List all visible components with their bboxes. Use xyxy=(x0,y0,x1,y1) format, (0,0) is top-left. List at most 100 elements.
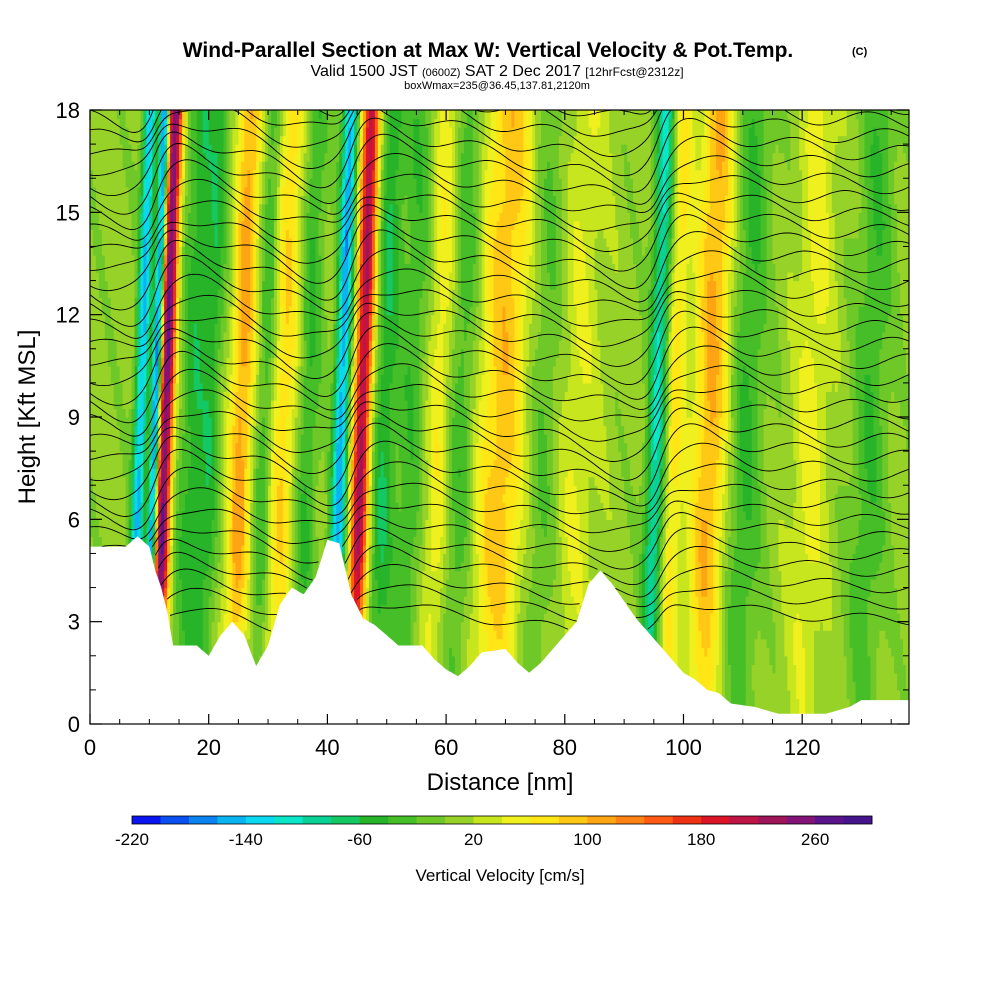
velocity-cell xyxy=(187,195,192,205)
velocity-cell xyxy=(140,519,145,529)
velocity-cell xyxy=(259,152,263,162)
velocity-cell xyxy=(291,408,296,418)
velocity-cell xyxy=(155,212,159,222)
velocity-cell xyxy=(155,510,159,520)
velocity-cell xyxy=(134,510,139,520)
velocity-cell xyxy=(279,340,284,350)
velocity-cell xyxy=(199,613,204,623)
velocity-cell xyxy=(273,272,278,282)
velocity-cell xyxy=(276,382,281,393)
velocity-cell xyxy=(220,485,225,495)
velocity-cell xyxy=(170,118,174,128)
velocity-cell xyxy=(214,246,219,256)
velocity-cell xyxy=(271,570,275,580)
velocity-cell xyxy=(181,502,186,512)
velocity-cell xyxy=(161,417,165,427)
velocity-cell xyxy=(143,297,147,307)
velocity-cell xyxy=(131,451,136,461)
velocity-cell xyxy=(176,220,180,230)
velocity-cell xyxy=(291,161,296,171)
velocity-cell xyxy=(217,425,222,435)
velocity-cell xyxy=(95,220,100,230)
velocity-cell xyxy=(271,425,275,435)
velocity-cell xyxy=(276,468,281,478)
velocity-cell xyxy=(226,527,231,537)
velocity-cell xyxy=(226,570,231,580)
velocity-cell xyxy=(226,280,231,290)
velocity-cell xyxy=(253,604,257,614)
velocity-cell xyxy=(193,254,198,265)
velocity-cell xyxy=(199,246,204,256)
velocity-cell xyxy=(184,229,189,239)
velocity-cell xyxy=(205,212,210,222)
velocity-cell xyxy=(104,246,109,256)
velocity-cell xyxy=(107,297,112,307)
velocity-cell xyxy=(285,451,290,461)
velocity-cell xyxy=(214,212,219,222)
velocity-cell xyxy=(288,527,293,537)
velocity-cell xyxy=(238,110,242,120)
velocity-cell xyxy=(190,374,195,384)
velocity-cell xyxy=(256,579,260,589)
velocity-cell xyxy=(122,280,127,290)
velocity-cell xyxy=(131,468,136,478)
velocity-cell xyxy=(128,331,133,341)
velocity-cell xyxy=(143,442,147,452)
velocity-cell xyxy=(184,417,189,427)
velocity-cell xyxy=(294,536,299,546)
velocity-cell xyxy=(146,144,150,154)
velocity-cell xyxy=(235,613,239,623)
velocity-cell xyxy=(122,306,127,316)
velocity-cell xyxy=(202,374,207,384)
velocity-cell xyxy=(220,178,225,188)
velocity-cell xyxy=(241,135,245,145)
velocity-cell xyxy=(232,468,236,478)
velocity-cell xyxy=(271,289,275,299)
velocity-cell xyxy=(173,263,177,273)
velocity-cell xyxy=(196,442,201,452)
velocity-cell xyxy=(110,306,115,316)
velocity-cell xyxy=(190,621,195,631)
velocity-cell xyxy=(131,263,136,273)
velocity-cell xyxy=(205,135,210,145)
velocity-cell xyxy=(226,161,231,171)
velocity-cell xyxy=(232,587,236,597)
velocity-cell xyxy=(164,272,168,282)
velocity-cell xyxy=(244,323,248,333)
velocity-cell xyxy=(170,425,174,435)
velocity-cell xyxy=(232,229,236,239)
velocity-cell xyxy=(232,442,236,452)
velocity-cell xyxy=(235,587,239,597)
velocity-cell xyxy=(149,314,153,324)
velocity-cell xyxy=(288,237,293,248)
velocity-cell xyxy=(271,613,275,623)
velocity-cell xyxy=(253,408,257,418)
velocity-cell xyxy=(107,357,112,367)
velocity-cell xyxy=(202,178,207,188)
velocity-cell xyxy=(244,246,248,256)
velocity-cell xyxy=(288,476,293,486)
velocity-cell xyxy=(220,263,225,273)
velocity-cell xyxy=(265,374,269,384)
velocity-cell xyxy=(131,254,136,265)
velocity-cell xyxy=(273,476,278,486)
velocity-cell xyxy=(128,297,133,307)
velocity-cell xyxy=(259,365,263,375)
velocity-cell xyxy=(282,502,287,512)
velocity-cell xyxy=(107,442,112,452)
velocity-cell xyxy=(181,596,186,606)
velocity-cell xyxy=(187,570,192,580)
velocity-cell xyxy=(253,195,257,205)
velocity-cell xyxy=(265,399,269,410)
velocity-cell xyxy=(173,161,177,171)
velocity-cell xyxy=(170,135,174,145)
velocity-cell xyxy=(253,442,257,452)
velocity-cell xyxy=(101,272,106,282)
velocity-cell xyxy=(146,425,150,435)
velocity-cell xyxy=(244,306,248,316)
velocity-cell xyxy=(211,186,216,196)
velocity-cell xyxy=(285,365,290,375)
velocity-cell xyxy=(164,579,168,589)
velocity-cell xyxy=(113,451,118,461)
velocity-cell xyxy=(116,306,121,316)
